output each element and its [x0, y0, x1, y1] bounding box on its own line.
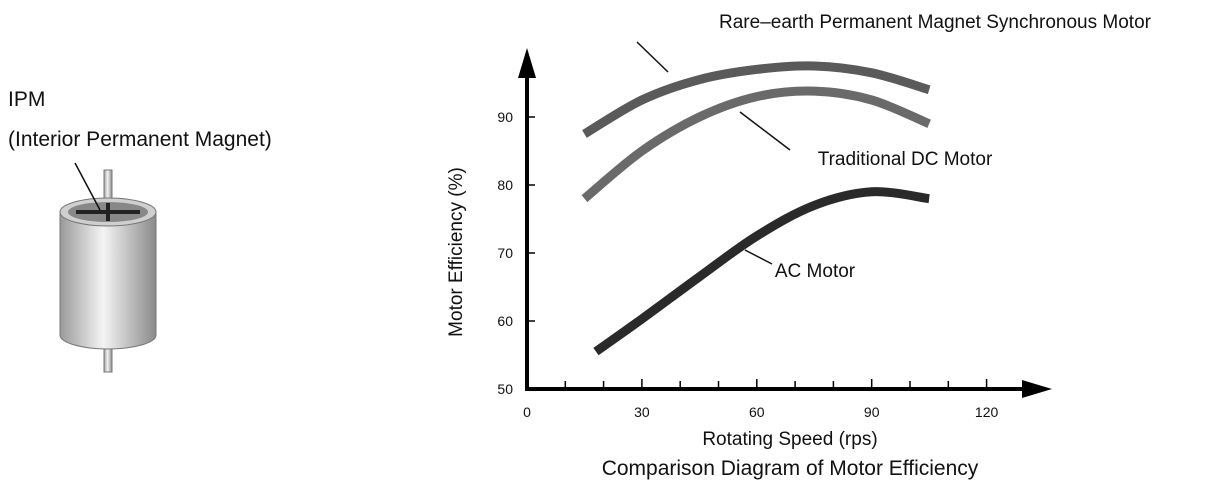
chart-title: Comparison Diagram of Motor Efficiency: [602, 457, 979, 480]
x-tick-label: 60: [749, 404, 765, 420]
motor-label: IPM: [8, 88, 45, 111]
y-tick-label: 80: [497, 177, 513, 193]
y-tick-label: 50: [497, 381, 513, 397]
magnet: [76, 203, 140, 221]
x-tick-label: 120: [975, 404, 999, 420]
series-line: [593, 187, 930, 356]
motor-sublabel: (Interior Permanent Magnet): [8, 128, 272, 151]
series-label: Traditional DC Motor: [818, 149, 993, 170]
leader-line: [636, 41, 669, 73]
leader-line: [74, 162, 101, 211]
chart: 50 60 70 80 90 0 30 60 90 120 Rare–earth Permanent…: [497, 12, 1151, 420]
y-tick-label: 70: [497, 245, 513, 261]
motor-illustration: [59, 162, 157, 373]
series-label: AC Motor: [775, 261, 856, 282]
leader-line: [739, 111, 791, 151]
leader-line: [744, 249, 773, 265]
x-tick-label: 90: [864, 404, 880, 420]
x-arrow: [1022, 380, 1052, 398]
y-tick-label: 60: [497, 313, 513, 329]
series-line: [582, 61, 931, 138]
x-tick-label: 0: [523, 404, 531, 420]
y-arrow: [518, 48, 536, 78]
series-line: [581, 86, 931, 203]
y-axis-label: Motor Efficiency (%): [446, 167, 467, 337]
x-axis-label: Rotating Speed (rps): [702, 429, 877, 450]
series-label: Rare–earth Permanent Magnet Synchronous …: [719, 12, 1152, 33]
motor-body: [59, 211, 157, 350]
x-tick-label: 30: [634, 404, 650, 420]
y-tick-label: 90: [497, 109, 513, 125]
